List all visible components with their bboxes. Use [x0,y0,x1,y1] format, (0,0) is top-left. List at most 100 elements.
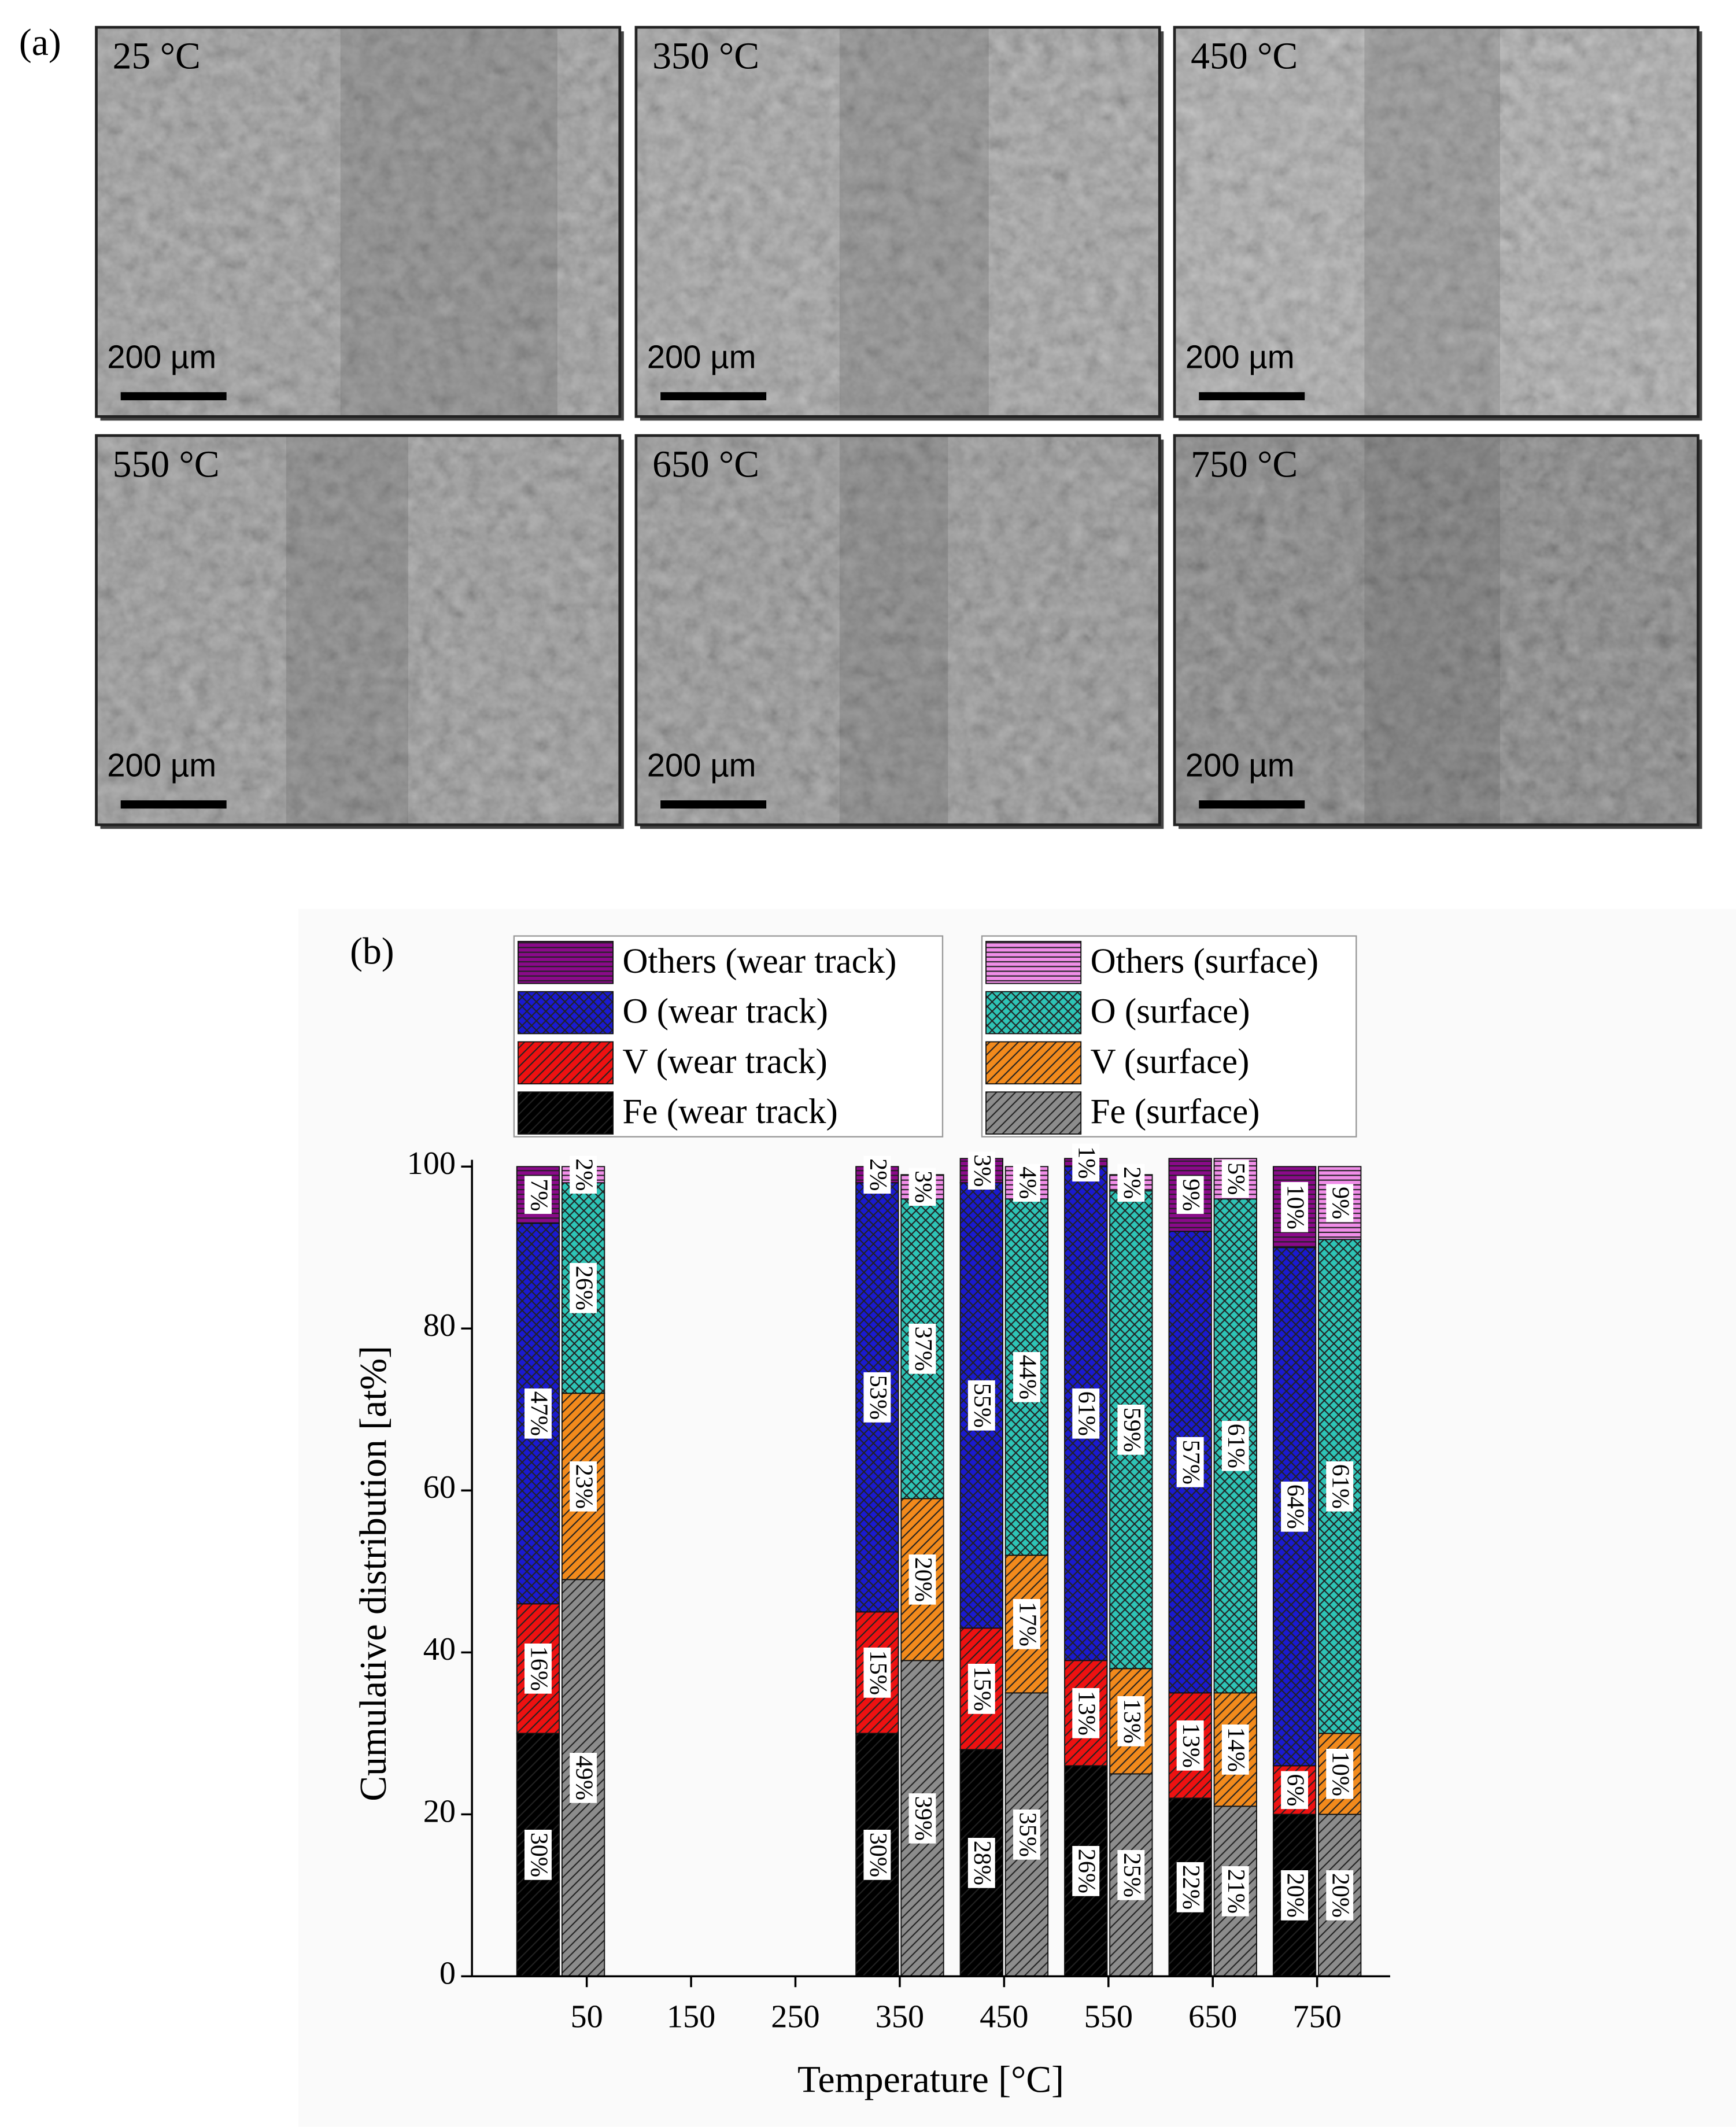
value-label-text: 61% [1073,1391,1100,1436]
value-label-text: 14% [1222,1727,1250,1772]
bar-segment [1272,1814,1317,1977]
value-label: 59% [1117,1404,1146,1455]
x-tick-label: 50 [571,1999,603,2034]
temperature-label: 750 °C [1191,443,1298,485]
legend-swatch [517,991,614,1035]
legend-label: O (wear track) [622,992,828,1031]
panel-label: (b) [350,930,394,972]
value-label-box [1281,1181,1309,1232]
value-label: 2% [1117,1164,1146,1202]
scale-label: 200 µm [1185,339,1295,375]
value-label-box [863,1155,891,1194]
value-label-box [1176,1176,1204,1214]
value-label-text: 59% [1118,1408,1146,1452]
value-label: 25% [1117,1850,1146,1900]
value-label: 20% [1281,1870,1309,1921]
value-label-box [525,1643,552,1694]
value-label: 3% [967,1151,996,1190]
legend-label: V (wear track) [622,1042,827,1081]
value-label: 16% [525,1643,552,1694]
wear-track [340,27,557,417]
legend-swatch [985,1091,1082,1135]
value-label-box [525,1388,552,1439]
value-label-text: 25% [1118,1853,1146,1897]
x-tick-label: 150 [667,1999,715,2034]
value-label-box [1326,1461,1354,1512]
image-texture [96,435,620,825]
legend-label: Others (surface) [1091,942,1318,981]
value-label-box [1326,1870,1354,1921]
image-texture [636,27,1160,417]
value-label-box [1281,1771,1309,1810]
value-label: 57% [1176,1437,1205,1487]
value-label-text: 22% [1177,1865,1205,1910]
legend-swatch [985,1041,1082,1085]
scale-label: 200 µm [1185,747,1295,784]
sem-image: 750 °C 200 µm [1173,434,1702,829]
x-tick-label: 550 [1084,1999,1133,2034]
wear-track [839,435,948,825]
y-tick-label: 80 [423,1308,456,1343]
value-label-box [1221,1724,1249,1775]
value-label-text: 53% [865,1375,892,1420]
value-label-text: 23% [571,1464,598,1509]
value-label-text: 10% [1327,1752,1354,1796]
wear-track [286,435,408,825]
legend-label: V (surface) [1091,1042,1250,1081]
sem-image: 350 °C 200 µm [634,25,1164,421]
value-label-box [863,1372,891,1423]
value-label: 13% [1072,1687,1100,1738]
plot: 30% 16% 47% 7% 49% 23% 26% 2% 30% 15% 53% 2% 39% 20% 3… [407,935,1390,2034]
value-label-text: 9% [1327,1187,1354,1219]
value-label: 20% [1326,1870,1354,1921]
legend-label: Others (wear track) [622,942,896,981]
value-label-box [1072,1143,1100,1182]
value-label-text: 35% [1014,1812,1041,1857]
legend-label: Fe (wear track) [622,1092,837,1131]
image-border [95,434,622,826]
y-tick-label: 20 [423,1793,456,1829]
value-label-box [1117,1404,1145,1455]
scale-label: 200 µm [647,747,756,784]
value-label-box [570,1752,597,1803]
value-label-text: 2% [571,1158,598,1191]
value-label-text: 55% [969,1383,996,1428]
value-label-text: 26% [571,1266,598,1310]
value-label-text: 20% [1282,1873,1309,1918]
x-tick-label: 450 [980,1999,1028,2034]
value-label-box [1013,1598,1040,1649]
temperature-label: 650 °C [652,443,759,485]
value-label-box [1117,1164,1145,1202]
value-label-text: 47% [525,1391,552,1436]
value-label: 23% [570,1461,598,1512]
image-border [1173,434,1700,826]
value-label-box [570,1155,597,1194]
value-label: 7% [525,1176,552,1214]
value-label-box [1281,1481,1309,1532]
y-tick-label: 100 [407,1146,456,1181]
value-label-box [1176,1720,1204,1771]
value-label: 2% [863,1155,892,1194]
value-label-box [1176,1862,1204,1912]
legend-swatch [517,1091,614,1135]
value-label-text: 3% [910,1170,937,1203]
value-label: 22% [1176,1862,1205,1912]
value-label: 10% [1326,1748,1354,1799]
value-label: 49% [570,1752,598,1803]
legend-swatch [517,940,614,984]
scale-label: 200 µm [647,339,756,375]
value-label-box [1013,1164,1040,1202]
value-label: 35% [1013,1809,1041,1860]
value-label: 13% [1117,1696,1146,1746]
value-label: 14% [1221,1724,1250,1775]
sem-image: 650 °C 200 µm [634,434,1164,829]
value-label: 61% [1221,1420,1250,1471]
image-border [1173,25,1700,418]
y-tick-label: 40 [423,1631,456,1667]
temperature-label: 450 °C [1191,35,1298,77]
value-label-text: 7% [525,1179,552,1211]
value-label-text: 13% [1177,1723,1205,1768]
temperature-label: 350 °C [652,35,759,77]
value-label: 13% [1176,1720,1205,1771]
